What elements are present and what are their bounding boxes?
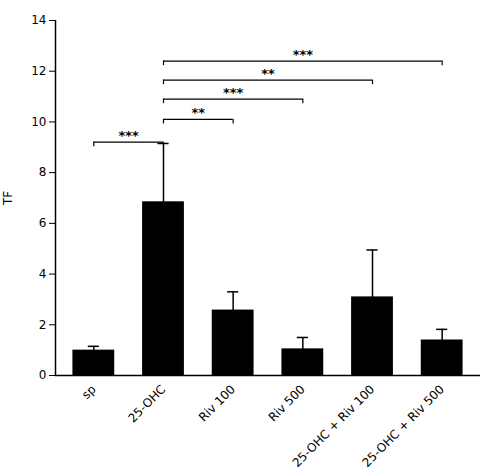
svg-text:25-OHC + Riv 100: 25-OHC + Riv 100 — [289, 382, 378, 470]
svg-text:8: 8 — [39, 165, 47, 179]
svg-text:***: *** — [223, 85, 244, 100]
svg-text:***: *** — [293, 47, 314, 62]
svg-text:2: 2 — [39, 318, 47, 332]
svg-text:**: ** — [192, 105, 206, 120]
svg-text:Riv 500: Riv 500 — [266, 382, 308, 424]
svg-text:***: *** — [118, 128, 139, 143]
svg-text:6: 6 — [39, 216, 47, 230]
svg-text:25-OHC: 25-OHC — [125, 382, 168, 425]
svg-text:**: ** — [261, 66, 275, 81]
svg-text:4: 4 — [39, 267, 47, 281]
svg-text:TF: TF — [1, 191, 15, 206]
svg-text:sp: sp — [79, 382, 99, 402]
svg-text:Riv 100: Riv 100 — [196, 382, 238, 424]
svg-text:25-OHC + Riv 500: 25-OHC + Riv 500 — [359, 382, 447, 470]
svg-text:12: 12 — [31, 64, 46, 78]
svg-text:10: 10 — [31, 115, 46, 129]
svg-text:0: 0 — [39, 368, 47, 382]
svg-text:14: 14 — [31, 13, 46, 27]
